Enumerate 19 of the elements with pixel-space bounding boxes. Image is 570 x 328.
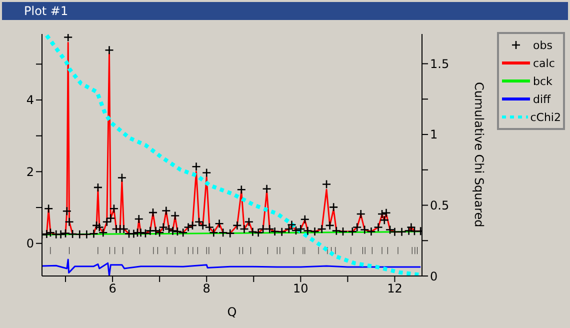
legend-label: diff [533, 92, 551, 106]
legend-label: obs [533, 38, 552, 52]
y2-tick-label: 1.5 [430, 56, 450, 71]
y2-axis-title: Cumulative Chi Squared [471, 81, 487, 230]
x-tick-label: 6 [108, 282, 116, 296]
x-tick-label: 10 [293, 282, 308, 296]
legend-label: calc [533, 56, 555, 70]
legend-label: bck [533, 74, 552, 88]
legend-label: cChi2 [530, 110, 561, 124]
y-tick-label: 2 [26, 164, 34, 179]
y2-tick-label: 0 [430, 269, 438, 284]
y2-tick-label: 1 [430, 128, 438, 142]
y-tick-label: 0 [26, 236, 34, 251]
y-tick-label: 4 [26, 93, 34, 108]
chart-title: Plot #1 [2, 2, 568, 20]
x-tick-label: 12 [387, 282, 402, 296]
x-axis-title: Q [227, 305, 237, 319]
y2-tick-label: 0.5 [430, 198, 450, 212]
x-tick-label: 8 [202, 282, 210, 296]
